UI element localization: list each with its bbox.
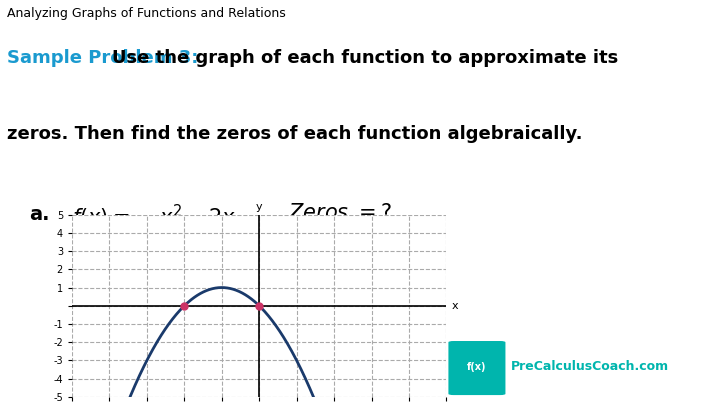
Text: x: x bbox=[452, 301, 459, 311]
Text: $\mathit{Zeros}\ =?$: $\mathit{Zeros}\ =?$ bbox=[288, 202, 392, 223]
Text: y: y bbox=[256, 202, 263, 212]
Text: PreCalculusCoach.com: PreCalculusCoach.com bbox=[510, 360, 669, 373]
Text: a.: a. bbox=[29, 205, 49, 224]
Text: f(x): f(x) bbox=[467, 362, 487, 371]
FancyBboxPatch shape bbox=[449, 341, 505, 395]
Text: Use the graph of each function to approximate its: Use the graph of each function to approx… bbox=[112, 49, 618, 67]
Text: zeros. Then find the zeros of each function algebraically.: zeros. Then find the zeros of each funct… bbox=[7, 125, 582, 143]
Text: Analyzing Graphs of Functions and Relations: Analyzing Graphs of Functions and Relati… bbox=[7, 7, 286, 20]
Text: $f(x) = -x^2 - 2x$: $f(x) = -x^2 - 2x$ bbox=[72, 202, 236, 231]
Text: Sample Problem 3:: Sample Problem 3: bbox=[7, 49, 199, 67]
